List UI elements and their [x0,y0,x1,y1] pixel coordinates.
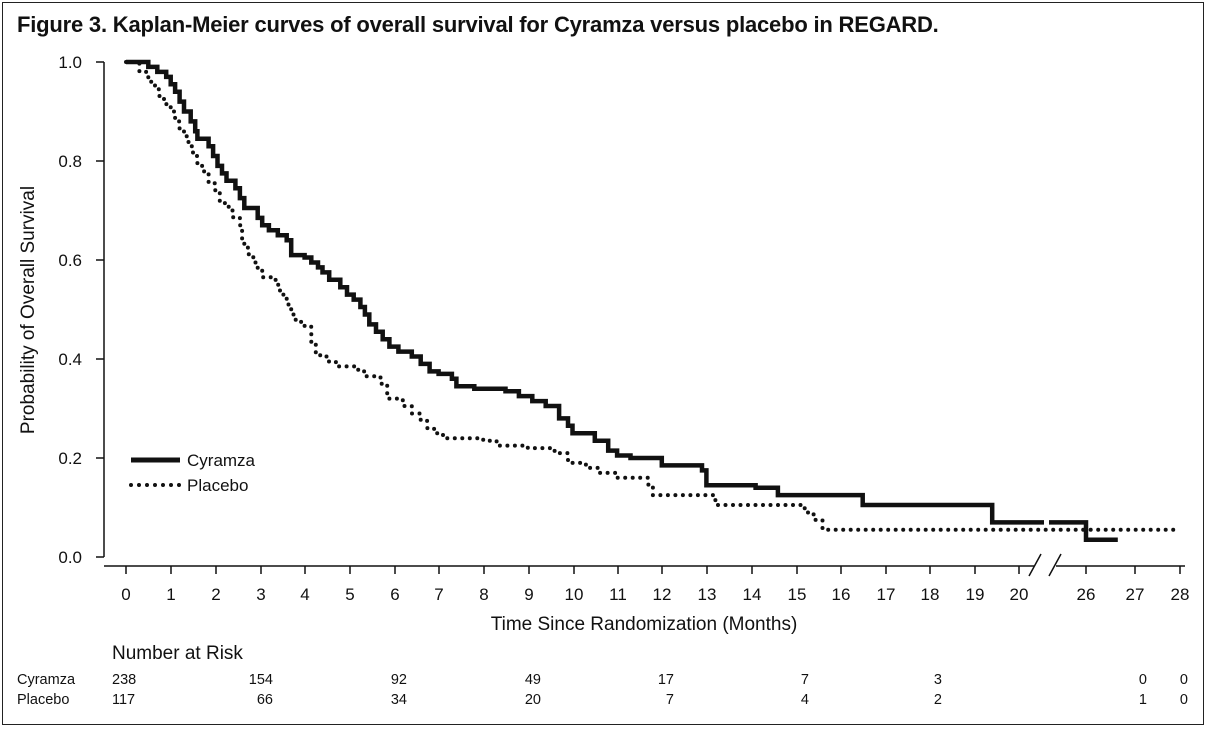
x-tick-label: 10 [565,585,584,604]
risk-cell: 7 [801,672,809,688]
legend-label-cyramza: Cyramza [187,451,256,470]
x-axis-title: Time Since Randomization (Months) [491,614,798,635]
axis-break-mark [1028,553,1042,577]
chart-axes: 0.00.20.40.60.81.00 1 2 3 4 5 6 7 8 9 10 11 12 13 14 15… [58,53,1189,604]
risk-cell: 2 [934,692,942,708]
x-tick-label: 20 [1010,585,1029,604]
y-tick-label: 0.8 [58,152,82,171]
x-tick-label: 2 [211,585,220,604]
x-tick-label: 6 [390,585,399,604]
legend-label-placebo: Placebo [187,476,248,495]
x-tick-label: 7 [434,585,443,604]
risk-cell: 0 [1139,672,1147,688]
risk-cell: 117 [112,692,135,708]
y-tick-label: 0.6 [58,251,82,270]
risk-row-label: Cyramza [17,672,76,688]
risk-cell: 66 [257,692,273,708]
risk-cell: 17 [658,672,674,688]
y-axis-title: Probability of Overall Survival [18,186,39,434]
x-tick-label: 13 [698,585,717,604]
risk-cell: 3 [934,672,942,688]
chart-curves [124,59,1182,542]
risk-cell: 92 [391,672,407,688]
risk-cell: 0 [1180,672,1188,688]
risk-table-header: Number at Risk [112,643,243,664]
risk-row-label: Placebo [17,692,69,708]
x-tick-label: 27 [1126,585,1145,604]
x-tick-label: 14 [743,585,762,604]
x-tick-label: 16 [832,585,851,604]
series-gap [1044,512,1049,541]
x-tick-label: 9 [524,585,533,604]
risk-cell: 7 [666,692,674,708]
x-tick-label: 4 [300,585,309,604]
x-tick-label: 3 [256,585,265,604]
x-tick-label: 8 [479,585,488,604]
x-tick-label: 0 [121,585,130,604]
y-tick-label: 0.2 [58,449,82,468]
x-tick-label: 17 [877,585,896,604]
x-tick-label: 1 [166,585,175,604]
x-tick-label: 26 [1077,585,1096,604]
risk-cell: 238 [112,672,136,688]
axis-break-mark [1048,553,1062,577]
risk-cell: 0 [1180,692,1188,708]
risk-table: Number at Risk Cyramza 238 154 92 49 17 7 3 0 0Pl… [17,643,1188,708]
risk-cell: 49 [525,672,541,688]
risk-cell: 154 [249,672,273,688]
x-tick-label: 11 [609,585,627,604]
risk-cell: 34 [391,692,407,708]
y-tick-label: 1.0 [58,53,82,72]
x-tick-label: 19 [966,585,985,604]
chart-legend: Cyramza Placebo [129,451,256,495]
series-line-placebo [124,60,1182,532]
x-tick-label: 12 [653,585,672,604]
y-tick-label: 0.4 [58,350,82,369]
risk-cell: 1 [1139,692,1147,708]
series-line-cyramza [126,59,1118,542]
figure-title: Figure 3. Kaplan-Meier curves of overall… [17,12,939,37]
x-tick-label: 5 [345,585,354,604]
y-tick-label: 0.0 [58,548,82,567]
x-tick-label: 28 [1171,585,1190,604]
risk-cell: 20 [525,692,541,708]
risk-cell: 4 [801,692,809,708]
x-tick-label: 15 [788,585,807,604]
x-tick-label: 18 [921,585,940,604]
